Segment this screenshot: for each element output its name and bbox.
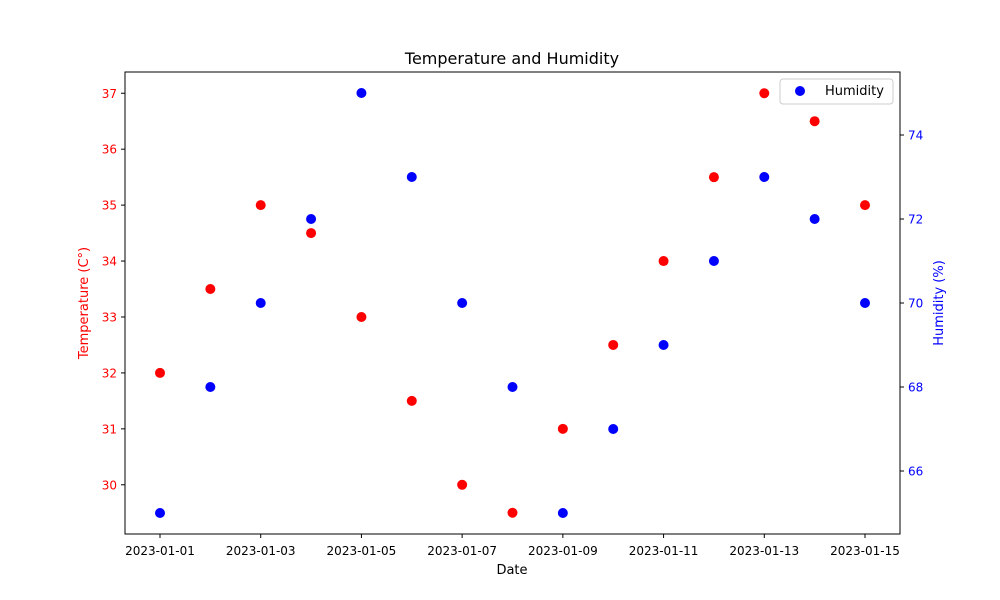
x-tick-label: 2023-01-11 <box>629 544 699 558</box>
x-tick-label: 2023-01-15 <box>830 544 900 558</box>
legend-box <box>779 78 894 105</box>
right-tick-label: 68 <box>908 381 923 395</box>
temperature-point <box>507 507 518 518</box>
right-tick-label: 66 <box>908 465 923 479</box>
humidity-point <box>759 172 770 182</box>
temperature-point <box>406 395 417 406</box>
left-tick-label: 32 <box>102 366 117 380</box>
humidity-point <box>557 508 568 518</box>
temperature-point <box>608 339 619 350</box>
temperature-point <box>306 228 317 239</box>
temperature-point <box>205 284 216 295</box>
x-tick-label: 2023-01-09 <box>528 544 598 558</box>
legend-label-humidity: Humidity <box>825 84 884 99</box>
left-tick-label: 34 <box>102 255 117 269</box>
x-axis-label: Date <box>496 563 527 578</box>
left-tick-label: 35 <box>102 199 117 213</box>
humidity-point <box>507 382 518 392</box>
humidity-point <box>608 424 619 434</box>
left-axis-label: Temperature (C°) <box>77 247 92 360</box>
humidity-point <box>155 508 165 518</box>
right-tick-label: 74 <box>908 129 923 143</box>
temperature-point <box>658 256 669 267</box>
right-axis-ticks: 66 68 70 72 74 <box>900 129 923 479</box>
right-tick-label: 70 <box>908 297 923 311</box>
temperature-point <box>557 423 568 434</box>
humidity-point <box>205 382 216 392</box>
humidity-point <box>255 298 266 308</box>
humidity-point <box>708 256 719 266</box>
humidity-point <box>306 214 317 224</box>
legend-marker-humidity <box>795 86 805 96</box>
chart-title: Temperature and Humidity <box>404 49 619 68</box>
temperature-point <box>155 367 165 378</box>
temperature-point <box>255 200 266 211</box>
x-tick-label: 2023-01-05 <box>327 544 397 558</box>
temperature-point <box>860 200 870 211</box>
plot-frame <box>124 71 901 535</box>
right-tick-label: 72 <box>908 213 923 227</box>
temperature-point <box>356 311 367 322</box>
left-tick-label: 37 <box>102 87 117 101</box>
humidity-point <box>658 340 669 350</box>
left-tick-label: 33 <box>102 310 117 324</box>
humidity-point <box>356 88 367 98</box>
humidity-point <box>809 214 820 224</box>
right-axis-label: Humidity (%) <box>932 260 947 346</box>
temperature-point <box>759 88 770 99</box>
temperature-point <box>708 172 719 183</box>
left-tick-label: 36 <box>102 143 117 157</box>
x-tick-label: 2023-01-03 <box>226 544 296 558</box>
left-tick-label: 31 <box>102 422 117 436</box>
x-tick-label: 2023-01-07 <box>427 544 497 558</box>
x-tick-label: 2023-01-13 <box>729 544 799 558</box>
x-axis-ticks: 2023-01-01 2023-01-03 2023-01-05 2023-01-07… <box>125 534 900 558</box>
humidity-point <box>457 298 468 308</box>
humidity-point <box>406 172 417 182</box>
left-tick-label: 30 <box>102 478 117 492</box>
left-axis-ticks: 30 31 32 33 34 35 36 37 <box>102 87 125 492</box>
temperature-point <box>457 479 468 490</box>
humidity-point <box>860 298 870 308</box>
temperature-point <box>809 116 820 127</box>
data-points <box>155 88 870 518</box>
legend: Humidity <box>779 78 894 105</box>
plot-area <box>125 72 900 534</box>
x-tick-label: 2023-01-01 <box>125 544 195 558</box>
